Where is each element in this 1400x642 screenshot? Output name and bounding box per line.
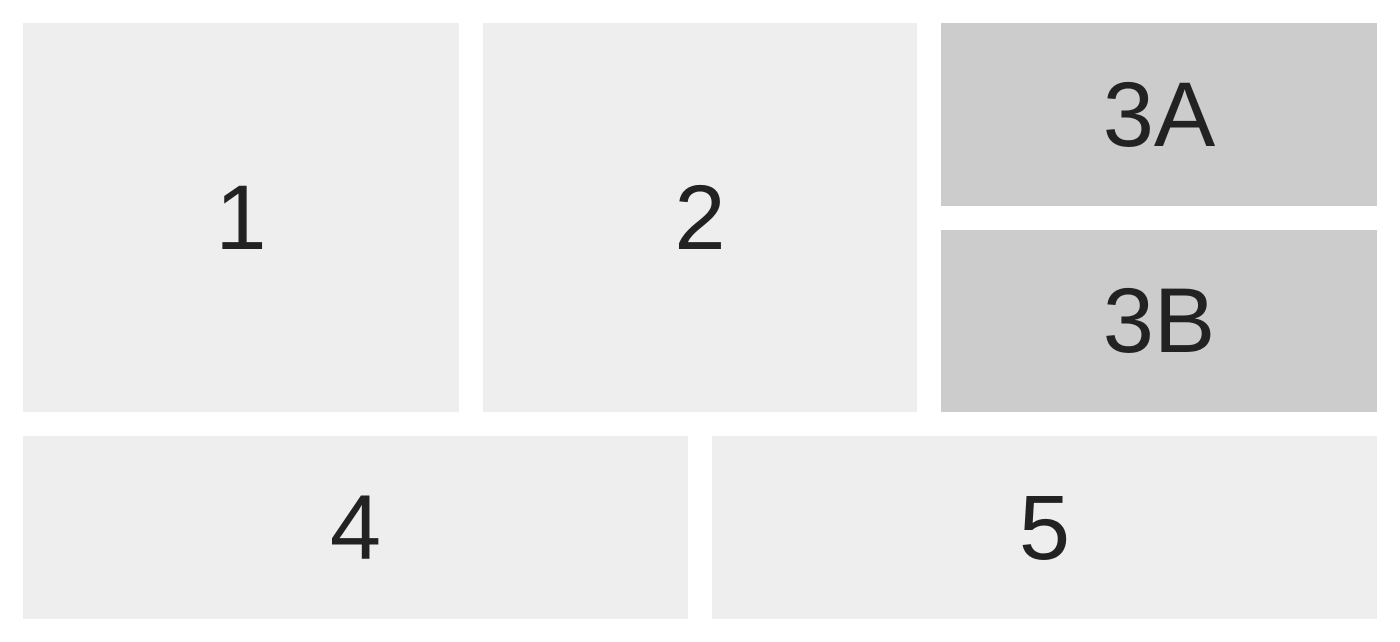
- tile-3b-label: 3B: [1102, 270, 1216, 372]
- tile-2-label: 2: [674, 166, 726, 269]
- tile-5: 5: [712, 436, 1377, 619]
- tile-1: 1: [23, 23, 459, 412]
- tile-4-label: 4: [329, 476, 382, 579]
- tile-2: 2: [483, 23, 917, 412]
- tile-5-label: 5: [1018, 476, 1071, 579]
- tile-4: 4: [23, 436, 688, 619]
- tile-3b: 3B: [941, 230, 1377, 412]
- tile-3a: 3A: [941, 23, 1377, 206]
- tile-3a-label: 3A: [1102, 63, 1216, 166]
- tile-1-label: 1: [215, 166, 267, 269]
